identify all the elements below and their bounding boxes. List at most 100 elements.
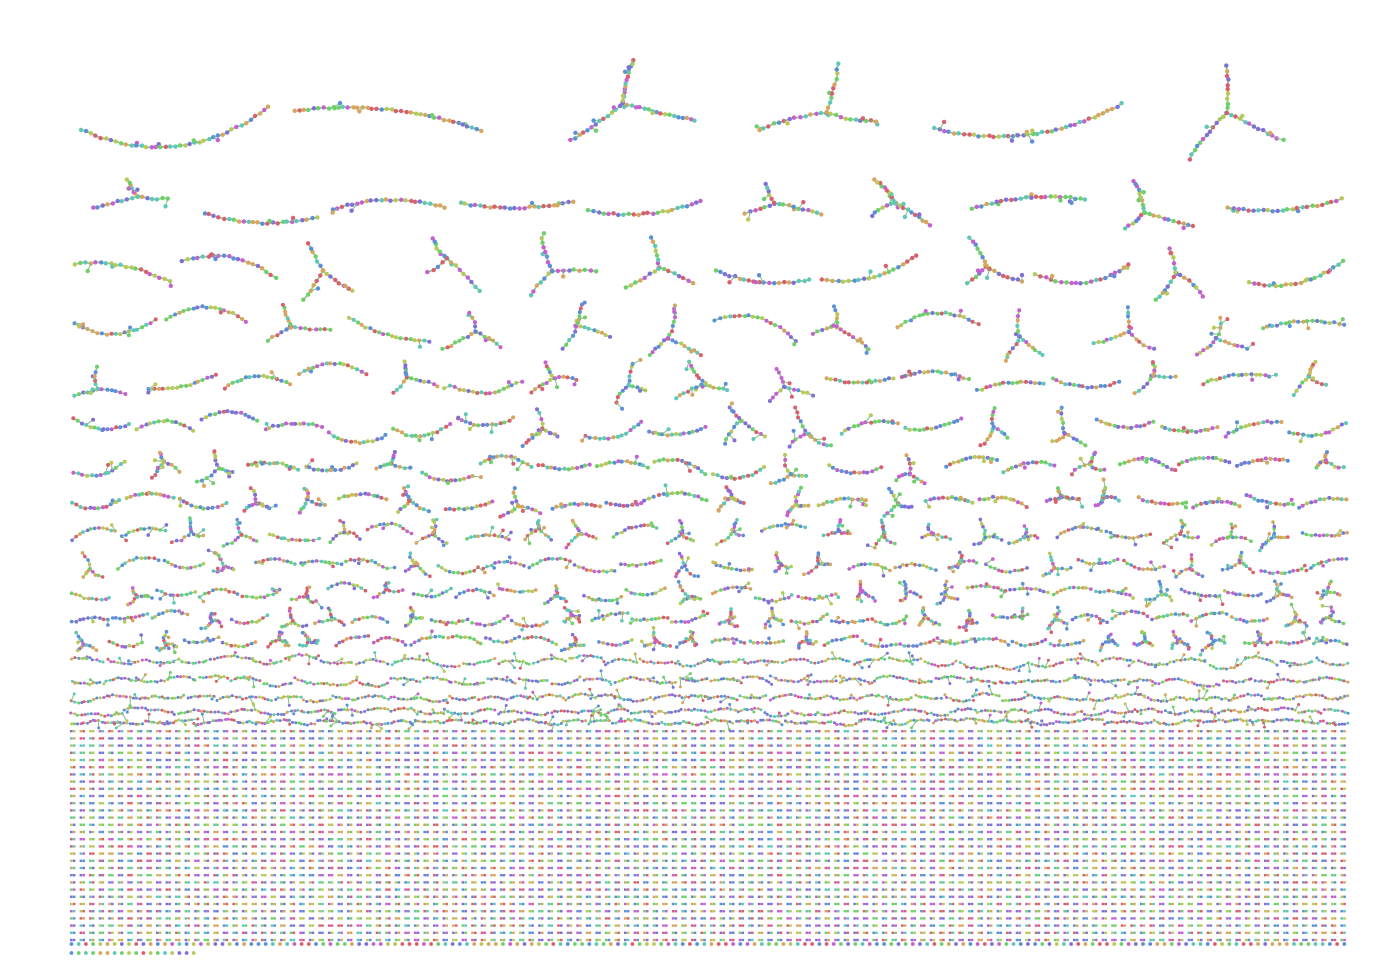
component-node bbox=[1126, 262, 1130, 266]
component-node bbox=[140, 144, 144, 148]
component-node bbox=[478, 332, 482, 336]
component-node bbox=[1182, 276, 1186, 280]
component-node bbox=[1168, 251, 1172, 255]
component-node bbox=[302, 108, 306, 112]
component-node bbox=[1016, 133, 1020, 137]
component-node bbox=[226, 383, 230, 387]
component-node bbox=[360, 370, 364, 374]
component-node bbox=[1030, 139, 1034, 143]
component-node bbox=[539, 280, 543, 284]
component-node bbox=[754, 280, 758, 284]
component-node bbox=[742, 211, 746, 215]
component-node bbox=[1226, 83, 1230, 87]
component-node bbox=[801, 207, 805, 211]
component-node bbox=[632, 212, 636, 216]
component-node bbox=[293, 325, 297, 329]
component-node bbox=[399, 385, 403, 389]
component-node bbox=[1158, 295, 1162, 299]
component-node bbox=[653, 244, 657, 248]
component-node bbox=[201, 139, 205, 143]
component-node bbox=[556, 269, 560, 273]
component-node bbox=[328, 274, 332, 278]
component-node bbox=[771, 396, 775, 400]
component-node bbox=[597, 210, 601, 214]
component-node bbox=[1289, 282, 1293, 286]
component-node bbox=[727, 280, 731, 284]
component-node bbox=[442, 118, 446, 122]
component-node bbox=[1137, 340, 1141, 344]
component-node bbox=[676, 115, 680, 119]
component-node bbox=[437, 116, 441, 120]
component-node bbox=[328, 328, 332, 332]
component-node bbox=[627, 212, 631, 216]
component-node bbox=[627, 383, 631, 387]
component-node bbox=[633, 280, 637, 284]
component-node bbox=[227, 254, 231, 258]
component-node bbox=[1127, 320, 1131, 324]
component-node bbox=[971, 320, 975, 324]
component-node bbox=[297, 372, 301, 376]
component-node bbox=[698, 199, 702, 203]
component-node bbox=[594, 129, 598, 133]
component-node bbox=[999, 199, 1003, 203]
component-node bbox=[247, 220, 251, 224]
component-node bbox=[467, 389, 471, 393]
component-node bbox=[374, 198, 378, 202]
component-node bbox=[767, 281, 771, 285]
component-node bbox=[833, 308, 837, 312]
component-node bbox=[453, 385, 457, 389]
component-node bbox=[169, 315, 173, 319]
component-node bbox=[1270, 324, 1274, 328]
network-component bbox=[293, 101, 484, 133]
component-node bbox=[260, 266, 264, 270]
component-node bbox=[984, 202, 988, 206]
component-node bbox=[1195, 144, 1199, 148]
component-node bbox=[832, 83, 836, 87]
component-node bbox=[630, 103, 634, 107]
component-node bbox=[373, 329, 377, 333]
component-node bbox=[270, 370, 274, 374]
component-node bbox=[686, 279, 690, 283]
component-node bbox=[100, 331, 104, 335]
component-node bbox=[1319, 320, 1323, 324]
component-node bbox=[93, 260, 97, 264]
network-component bbox=[164, 304, 248, 324]
component-node bbox=[983, 259, 987, 263]
component-node bbox=[725, 388, 729, 392]
component-node bbox=[458, 268, 462, 272]
component-node bbox=[467, 311, 471, 315]
component-node bbox=[656, 211, 660, 215]
component-node bbox=[805, 391, 809, 395]
component-node bbox=[283, 310, 287, 314]
component-node bbox=[543, 250, 547, 254]
component-node bbox=[909, 210, 913, 214]
component-node bbox=[395, 388, 399, 392]
network-component bbox=[442, 380, 524, 396]
component-node bbox=[113, 263, 117, 267]
component-node bbox=[874, 120, 878, 124]
component-node bbox=[1194, 285, 1198, 289]
component-node bbox=[236, 257, 240, 261]
component-node bbox=[390, 107, 394, 111]
component-node bbox=[210, 375, 214, 379]
component-node bbox=[363, 326, 367, 330]
component-node bbox=[257, 374, 261, 378]
component-node bbox=[461, 272, 465, 276]
component-node bbox=[970, 277, 974, 281]
component-node bbox=[275, 333, 279, 337]
component-node bbox=[350, 289, 354, 293]
component-node bbox=[1261, 128, 1265, 132]
component-node bbox=[657, 267, 661, 271]
component-node bbox=[323, 327, 327, 331]
component-node bbox=[483, 335, 487, 339]
component-node bbox=[1126, 314, 1130, 318]
component-node bbox=[555, 203, 559, 207]
network-component bbox=[586, 199, 703, 218]
component-node bbox=[322, 105, 326, 109]
component-node bbox=[1303, 278, 1307, 282]
component-node bbox=[991, 135, 995, 139]
component-node bbox=[1142, 210, 1146, 214]
component-node bbox=[469, 332, 473, 336]
component-node bbox=[161, 387, 165, 391]
component-node bbox=[1252, 281, 1256, 285]
